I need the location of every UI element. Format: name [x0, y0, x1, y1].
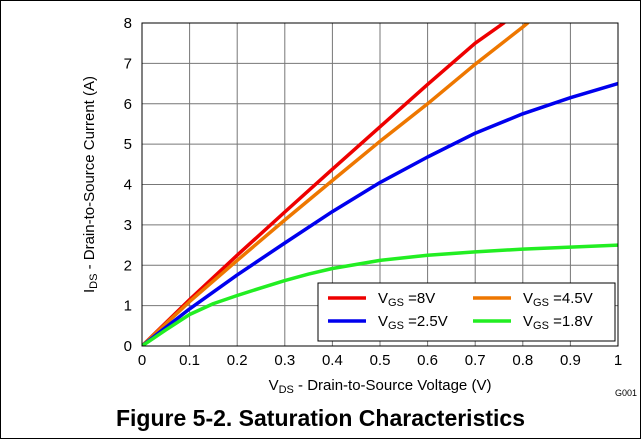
legend: VGS =8V VGS =4.5V VGS =2.5V VGS =1.8V: [317, 282, 616, 342]
series-line-2: [142, 81, 618, 346]
x-tick-label: 0.5: [370, 352, 391, 369]
x-tick-label: 0.1: [179, 352, 200, 369]
y-axis-label-rest: - Drain-to-Source Current (A): [81, 76, 98, 274]
x-tick-label: 0: [138, 352, 146, 369]
y-tick-label: 5: [124, 136, 132, 153]
y-tick-labels: 0 1 2 3 4 5 6 7 8: [124, 15, 132, 355]
plot-border: [141, 22, 619, 347]
series-lines: [142, 23, 618, 346]
series-line-0: [142, 23, 506, 346]
y-tick-label: 8: [124, 15, 132, 32]
x-tick-label: 0.2: [227, 352, 248, 369]
y-axis-label: IDS - Drain-to-Source Current (A): [81, 76, 100, 293]
legend-label-3: VGS =1.8V: [523, 313, 593, 332]
legend-label-2: VGS =2.5V: [378, 313, 448, 332]
x-axis-label-main: V: [269, 377, 279, 394]
x-axis-label-sub: DS: [279, 384, 294, 396]
x-axis-label: VDS - Drain-to-Source Voltage (V): [269, 377, 492, 396]
x-tick-label: 0.9: [560, 352, 581, 369]
x-tick-label: 0.8: [512, 352, 533, 369]
figure-caption: Figure 5-2. Saturation Characteristics: [115, 405, 525, 431]
x-tick-label: 0.3: [274, 352, 295, 369]
x-tick-label: 0.4: [322, 352, 343, 369]
y-axis-label-sub: DS: [88, 274, 100, 289]
y-axis-label-main: I: [81, 289, 98, 293]
y-tick-label: 7: [124, 55, 132, 72]
y-tick-label: 0: [124, 338, 132, 355]
legend-label-0: VGS =8V: [378, 290, 435, 309]
x-tick-labels: 0 0.1 0.2 0.3 0.4 0.5 0.6 0.7 0.8 0.9 1: [138, 352, 622, 369]
series-line-1: [142, 23, 530, 346]
x-tick-label: 0.7: [465, 352, 486, 369]
y-tick-label: 1: [124, 298, 132, 315]
x-axis-label-rest: - Drain-to-Source Voltage (V): [294, 377, 492, 394]
y-tick-label: 2: [124, 257, 132, 274]
x-tick-label: 0.6: [417, 352, 438, 369]
legend-label-1: VGS =4.5V: [523, 290, 593, 309]
series-line-3: [142, 243, 618, 346]
y-tick-label: 3: [124, 217, 132, 234]
legend-box: [317, 282, 616, 342]
y-tick-label: 6: [124, 96, 132, 113]
x-tick-label: 1: [614, 352, 622, 369]
plot-id: G001: [615, 388, 637, 398]
y-tick-label: 4: [124, 177, 132, 194]
